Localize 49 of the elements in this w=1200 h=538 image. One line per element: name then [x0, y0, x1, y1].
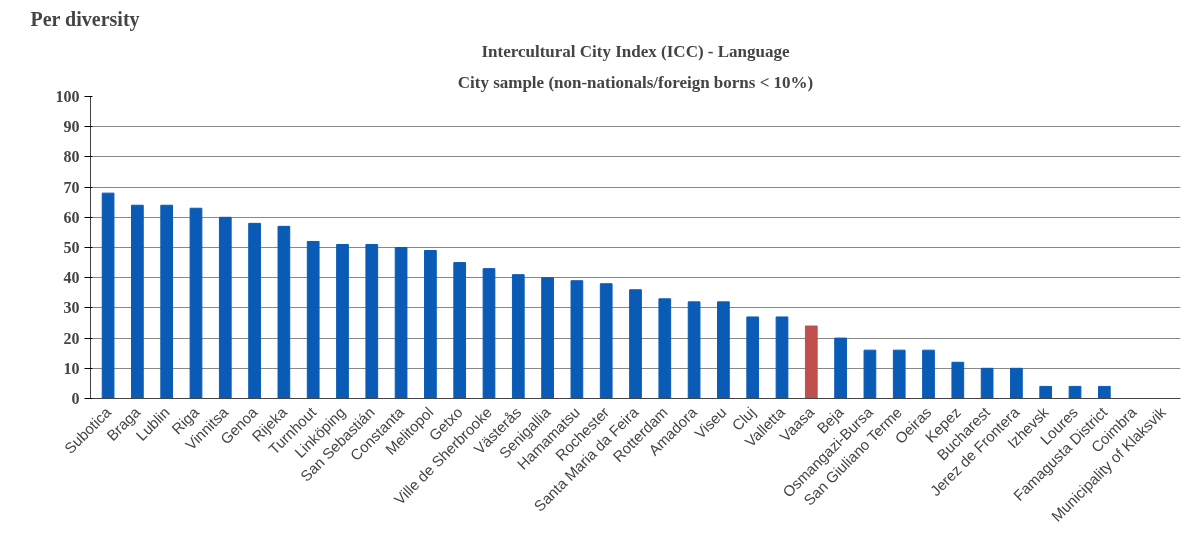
bar: [951, 361, 965, 399]
bar: [248, 222, 261, 399]
bar: [424, 250, 437, 399]
bar: [336, 243, 349, 399]
bar: [804, 325, 818, 399]
bar: [306, 240, 320, 399]
bar: [775, 316, 789, 399]
bar: [131, 204, 144, 399]
bar: [1097, 385, 1111, 399]
bar: [599, 283, 613, 399]
bar: [1039, 385, 1053, 399]
chart-title: Intercultural City Index (ICC) - Language: [481, 41, 790, 61]
y-tick-label: 80: [63, 148, 80, 166]
chart-subtitle: City sample (non-nationals/foreign borns < 10%): [457, 72, 814, 92]
bar: [541, 277, 554, 399]
bar: [101, 192, 115, 399]
y-tick-label: 60: [63, 208, 80, 226]
bar: [218, 216, 232, 399]
bar: [365, 243, 379, 399]
bar: [1010, 367, 1023, 399]
bar: [629, 289, 642, 399]
bar: [453, 262, 467, 399]
y-tick-label: 70: [63, 178, 80, 196]
y-tick-label: 0: [71, 390, 80, 407]
bar: [1068, 385, 1082, 399]
bar: [570, 280, 584, 399]
bar: [980, 367, 994, 399]
bar: [834, 337, 847, 399]
bar: [658, 298, 672, 399]
bar: [482, 268, 496, 399]
bar: [511, 274, 525, 399]
text: Per diversity: [30, 7, 140, 31]
bar: [863, 349, 877, 399]
bar: [189, 207, 203, 399]
y-tick-label: 30: [63, 299, 80, 317]
bar: [746, 316, 760, 399]
bar: [717, 301, 730, 399]
bar: [394, 247, 408, 399]
bar: [277, 225, 291, 399]
y-tick-label: 20: [63, 329, 80, 347]
y-tick-label: 50: [63, 239, 80, 256]
bar: [687, 301, 701, 399]
y-tick-label: 40: [63, 269, 80, 287]
y-tick-label: 90: [63, 118, 80, 136]
y-tick-label: 10: [63, 359, 80, 377]
bar: [892, 349, 906, 399]
y-tick-label: 100: [55, 88, 80, 105]
bar: [160, 204, 174, 399]
bar: [922, 349, 935, 399]
